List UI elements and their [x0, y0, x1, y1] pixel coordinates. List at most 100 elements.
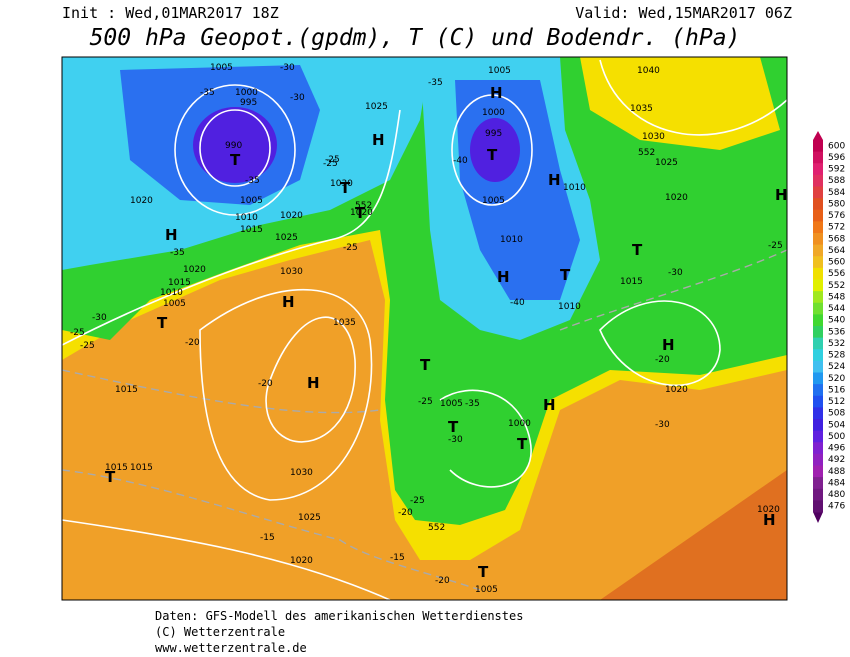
isobar-label: 1010	[563, 183, 586, 193]
isobar-label: 1015	[105, 463, 128, 473]
low-marker: T	[448, 418, 459, 436]
temperature-label: -30	[280, 63, 295, 73]
isobar-label: 1005	[440, 399, 463, 409]
isobar-label: 1020	[130, 196, 153, 206]
temperature-label: -25	[323, 159, 338, 169]
colorbar-top-arrow	[813, 131, 823, 140]
colorbar-swatch	[813, 198, 823, 211]
temperature-label: -35	[465, 399, 480, 409]
low-marker: T	[157, 314, 168, 332]
temperature-label: -30	[92, 313, 107, 323]
isobar-label: 1005	[210, 63, 233, 73]
colorbar-swatch	[813, 151, 823, 164]
temperature-label: -40	[453, 156, 468, 166]
isobar-label: 1010	[558, 302, 581, 312]
high-marker: H	[543, 396, 556, 414]
colorbar-swatch	[813, 221, 823, 234]
temperature-label: -15	[390, 553, 405, 563]
map	[62, 57, 787, 600]
colorbar-label: 488	[828, 467, 845, 477]
temperature-label: -25	[325, 155, 340, 165]
colorbar-swatch	[813, 337, 823, 350]
colorbar-label: 496	[828, 444, 845, 454]
colorbar-swatch	[813, 477, 823, 490]
colorbar-label: 540	[828, 316, 845, 326]
colorbar-swatch	[813, 279, 823, 292]
temperature-label: -30	[448, 435, 463, 445]
colorbar-swatch	[813, 395, 823, 408]
colorbar-swatch	[813, 174, 823, 187]
colorbar-swatch	[813, 384, 823, 397]
isobar-label: 1010	[160, 288, 183, 298]
colorbar-swatch	[813, 500, 823, 513]
isobar-label: 1030	[280, 267, 303, 277]
colorbar-label: 580	[828, 199, 845, 209]
colorbar-label: 592	[828, 165, 845, 175]
isobar-label: 1010	[500, 235, 523, 245]
isobar-label: 995	[485, 129, 502, 139]
isobar-label: 1020	[757, 505, 780, 515]
temperature-label: -30	[668, 268, 683, 278]
colorbar-label: 476	[828, 502, 845, 512]
isobar-label: 1005	[475, 585, 498, 595]
colorbar-swatch	[813, 209, 823, 222]
isobar-label: 1005	[482, 196, 505, 206]
isobar-label: 1015	[168, 278, 191, 288]
isobar-label: 1030	[290, 468, 313, 478]
colorbar-swatch	[813, 407, 823, 420]
colorbar-swatch	[813, 442, 823, 455]
temperature-label: -25	[410, 496, 425, 506]
colorbar-label: 516	[828, 385, 845, 395]
colorbar-label: 512	[828, 397, 845, 407]
isobar-label: 1015	[130, 463, 153, 473]
isobar-label: 1025	[298, 513, 321, 523]
colorbar-swatch	[813, 302, 823, 315]
isobar	[599, 59, 787, 136]
temperature-label: -35	[200, 88, 215, 98]
contour-552-label: 552	[355, 201, 372, 211]
colorbar-swatch	[813, 465, 823, 478]
contour-552-label: 552	[428, 523, 445, 533]
isobar-label: 1020	[183, 265, 206, 275]
colorbar-label: 568	[828, 234, 845, 244]
colorbar-swatch	[813, 291, 823, 304]
isobar	[451, 94, 533, 206]
colorbar-swatch	[813, 349, 823, 362]
colorbar-label: 484	[828, 478, 845, 488]
isobar	[174, 84, 296, 216]
valid-time: Valid: Wed,15MAR2017 06Z	[575, 4, 792, 22]
colorbar-label: 600	[828, 141, 845, 151]
map-labels: 1005 1000 995 990 1005 1010 1015 1020 10…	[70, 63, 788, 595]
isobar-label: 1000	[235, 88, 258, 98]
colorbar-swatch	[813, 244, 823, 257]
colorbar-label: 536	[828, 327, 845, 337]
colorbar-label: 508	[828, 409, 845, 419]
colorbar-label: 548	[828, 292, 845, 302]
low-marker: T	[487, 146, 498, 164]
isobar-label: 995	[240, 98, 257, 108]
colorbar-swatch	[813, 372, 823, 385]
colorbar-label: 588	[828, 176, 845, 186]
temperature-label: -25	[70, 328, 85, 338]
isobar-label: 1005	[240, 196, 263, 206]
isobar-label: 1005	[163, 299, 186, 309]
colorbar-swatch	[813, 326, 823, 339]
colorbar-label: 596	[828, 153, 845, 163]
colorbar-label: 500	[828, 432, 845, 442]
colorbar-swatch	[813, 419, 823, 432]
low-marker: T	[355, 204, 366, 222]
map-frame	[61, 56, 788, 601]
high-marker: H	[548, 171, 561, 189]
high-marker: H	[372, 131, 385, 149]
temperature-label: -25	[418, 397, 433, 407]
temperature-label: -30	[655, 420, 670, 430]
isobar-label: 990	[225, 141, 242, 151]
low-marker: T	[517, 435, 528, 453]
isobar-label: 1020	[280, 211, 303, 221]
temperature-label: -25	[768, 241, 783, 251]
colorbar-label: 524	[828, 362, 845, 372]
colorbar-label: 556	[828, 269, 845, 279]
footer-copyright: (C) Wetterzentrale	[155, 625, 285, 639]
isobar-label: 1005	[488, 66, 511, 76]
colorbar-label: 564	[828, 246, 845, 256]
